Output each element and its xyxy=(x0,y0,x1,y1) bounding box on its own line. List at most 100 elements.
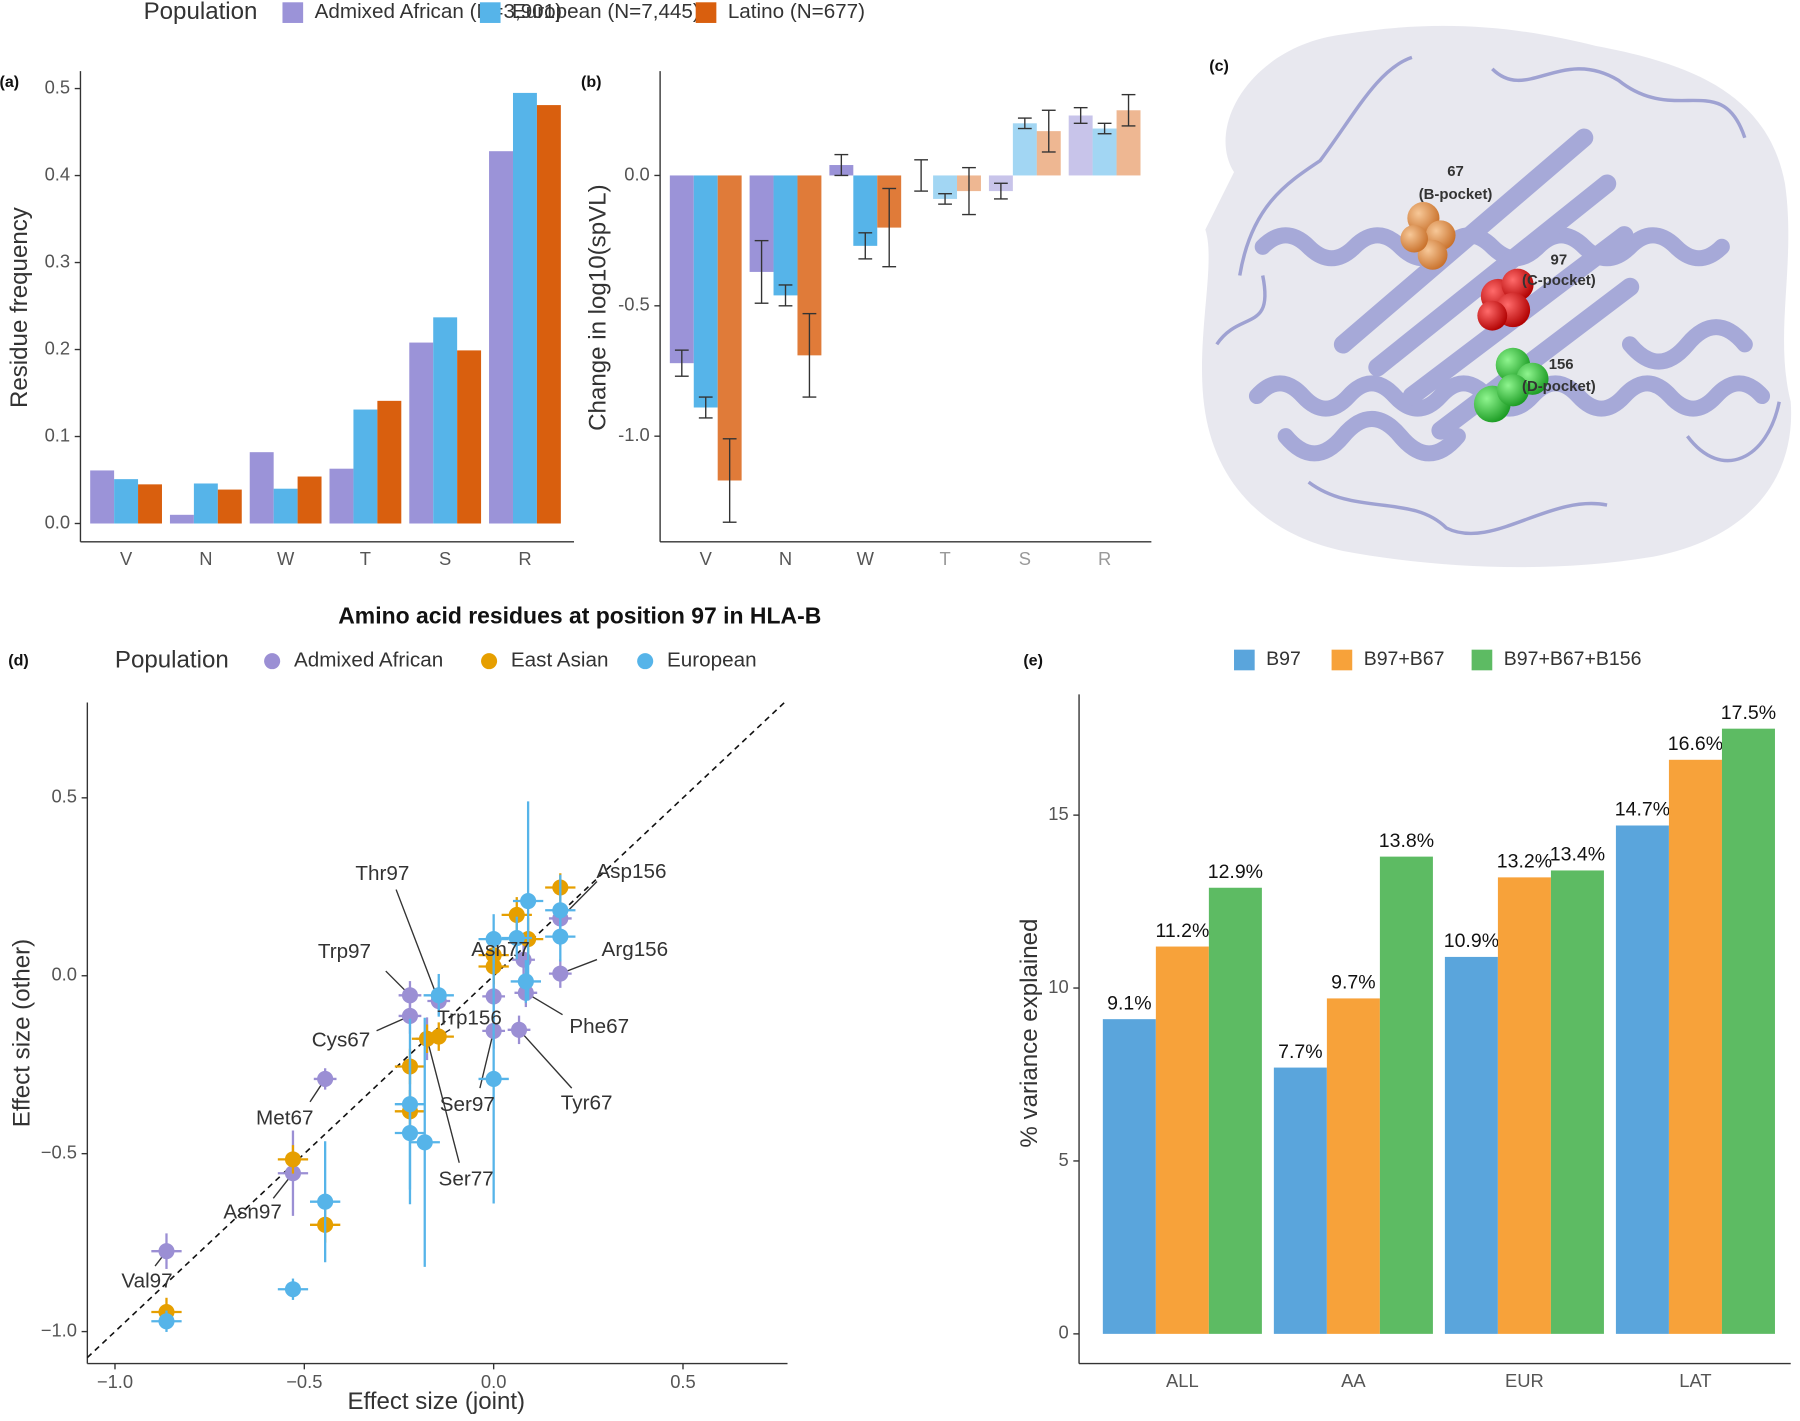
y-tick-label: 0.1 xyxy=(45,424,71,445)
y-tick-label: 0.0 xyxy=(45,511,71,532)
data-label: 13.2% xyxy=(1497,851,1552,873)
shared-x-label: Amino acid residues at position 97 in HL… xyxy=(338,603,821,629)
x-tick-label: 0.0 xyxy=(481,1371,507,1392)
bar xyxy=(409,342,434,524)
legend-key xyxy=(695,2,717,23)
bar xyxy=(1068,115,1093,176)
y-tick-label: −1.0 xyxy=(41,1319,77,1340)
data-label: 13.4% xyxy=(1550,844,1605,866)
bar xyxy=(1155,946,1209,1334)
leader-line xyxy=(518,1029,573,1089)
data-label: 17.5% xyxy=(1721,702,1776,724)
legend-label: Admixed African xyxy=(294,649,443,672)
y-tick-label: 15 xyxy=(1048,803,1068,824)
bar xyxy=(193,483,218,524)
bar xyxy=(853,175,878,246)
data-label: 9.7% xyxy=(1331,972,1375,994)
y-axis-label: Change in log10(spVL) xyxy=(585,184,612,430)
y-tick-label: 5 xyxy=(1059,1149,1069,1170)
point xyxy=(430,1028,447,1045)
point-label: Thr97 xyxy=(355,862,409,885)
bar xyxy=(138,484,162,524)
x-tick-label: W xyxy=(857,548,875,569)
y-tick-label: 10 xyxy=(1048,976,1068,997)
bar xyxy=(669,175,694,364)
bar xyxy=(114,479,139,524)
legend-key xyxy=(481,653,498,670)
x-tick-label: V xyxy=(700,548,713,569)
point-label: Met67 xyxy=(256,1107,313,1130)
point-label: Asn97 xyxy=(223,1201,282,1224)
bar xyxy=(1092,128,1117,176)
bar xyxy=(693,175,718,408)
bar xyxy=(489,151,513,524)
point xyxy=(416,1134,433,1151)
data-label: 9.1% xyxy=(1107,992,1151,1014)
legend-key xyxy=(1234,649,1255,671)
residue-number: 67 xyxy=(1447,163,1464,180)
bar xyxy=(1208,887,1262,1334)
point xyxy=(284,1281,301,1298)
point-label: Asn77 xyxy=(471,938,530,961)
y-tick-label: 0.0 xyxy=(51,964,77,985)
point xyxy=(401,1124,419,1142)
bar xyxy=(457,350,482,524)
y-tick-label: 0.2 xyxy=(45,337,71,358)
point xyxy=(317,1070,334,1087)
point-label: Arg156 xyxy=(602,938,669,961)
bar xyxy=(536,105,561,524)
point xyxy=(552,902,569,919)
point xyxy=(552,928,569,945)
bar xyxy=(1444,956,1498,1334)
bar xyxy=(1615,825,1669,1334)
bar xyxy=(773,175,798,296)
x-tick-label: N xyxy=(199,548,212,569)
point xyxy=(520,892,537,910)
legend-key xyxy=(264,653,281,670)
bar xyxy=(1668,759,1722,1334)
data-label: 16.6% xyxy=(1668,733,1723,755)
point-label: Ser97 xyxy=(440,1093,495,1116)
y-tick-label: 0 xyxy=(1059,1322,1069,1343)
bar xyxy=(297,476,322,524)
point-label: Phe67 xyxy=(569,1015,629,1038)
legend-label: European (N=7,445) xyxy=(512,0,700,23)
bar xyxy=(1102,1019,1156,1334)
y-axis-label: Effect size (other) xyxy=(8,939,35,1127)
leader-line xyxy=(426,1038,460,1163)
point xyxy=(552,965,569,982)
bar xyxy=(1497,877,1551,1334)
x-tick-label: R xyxy=(518,548,531,569)
bar xyxy=(717,175,742,481)
bar xyxy=(377,400,402,524)
x-tick-label: AA xyxy=(1341,1370,1366,1391)
panel-letter: (d) xyxy=(8,651,29,669)
point xyxy=(510,1021,528,1038)
pocket-label: (C-pocket) xyxy=(1522,272,1596,289)
data-label: 14.7% xyxy=(1615,799,1670,821)
residue-number: 97 xyxy=(1551,251,1568,268)
y-tick-label: 0.0 xyxy=(624,163,650,184)
bar xyxy=(217,489,242,524)
point xyxy=(317,1193,334,1210)
point-label: Ser77 xyxy=(439,1167,494,1190)
bar xyxy=(1273,1067,1327,1334)
panel-letter: (c) xyxy=(1209,57,1229,75)
data-label: 7.7% xyxy=(1278,1041,1322,1063)
point xyxy=(517,973,534,990)
x-tick-label: EUR xyxy=(1505,1370,1544,1391)
residue-156 xyxy=(1473,347,1549,423)
legend-key xyxy=(479,2,501,23)
legend-key xyxy=(1331,649,1353,671)
y-axis-label: Residue frequency xyxy=(6,207,33,408)
pocket-label: (B-pocket) xyxy=(1419,186,1493,203)
point xyxy=(284,1151,301,1168)
panel-letter: (b) xyxy=(581,73,602,91)
data-label: 11.2% xyxy=(1155,920,1209,942)
point xyxy=(401,1007,419,1024)
legend-label: B97+B67+B156 xyxy=(1504,648,1642,670)
bar xyxy=(1721,728,1775,1334)
legend-label: B97+B67 xyxy=(1364,648,1445,670)
